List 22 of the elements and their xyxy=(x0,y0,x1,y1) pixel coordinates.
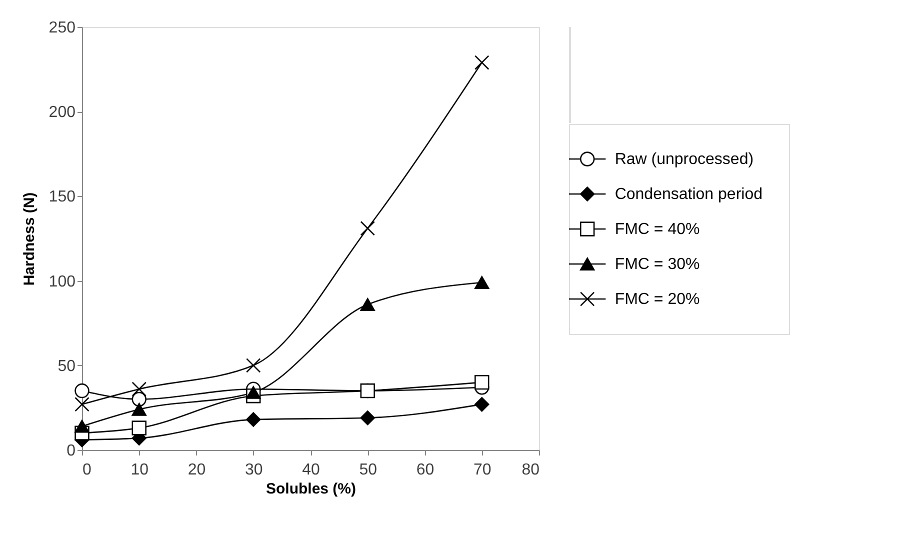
legend-label: Raw (unprocessed) xyxy=(614,151,754,168)
y-tick-label: 150 xyxy=(48,188,76,206)
x-tick-label: 70 xyxy=(473,462,492,478)
y-tick-label: 0 xyxy=(66,442,76,460)
x-tick-label: 50 xyxy=(359,462,378,478)
x-tick-label: 10 xyxy=(130,462,149,478)
legend-label: FMC = 30% xyxy=(614,256,700,273)
legend-label: FMC = 40% xyxy=(614,221,700,238)
y-tick-label: 50 xyxy=(58,358,76,375)
x-tick-label: 30 xyxy=(244,462,263,478)
legend-label: Condensation period xyxy=(614,186,763,203)
y-tick-label: 200 xyxy=(48,104,76,122)
x-axis-title: Solubles (%) xyxy=(266,480,356,498)
x-tick-label: 40 xyxy=(302,462,320,478)
x-tick-label: 0 xyxy=(82,462,92,478)
y-tick-label: 100 xyxy=(48,273,76,290)
y-tick-label: 250 xyxy=(48,20,76,36)
y-axis-title: Hardness (N) xyxy=(20,192,38,286)
x-tick-label: 80 xyxy=(522,462,540,478)
legend-label: FMC = 20% xyxy=(614,291,700,308)
x-tick-label: 60 xyxy=(416,462,434,478)
x-tick-label: 20 xyxy=(188,462,206,478)
